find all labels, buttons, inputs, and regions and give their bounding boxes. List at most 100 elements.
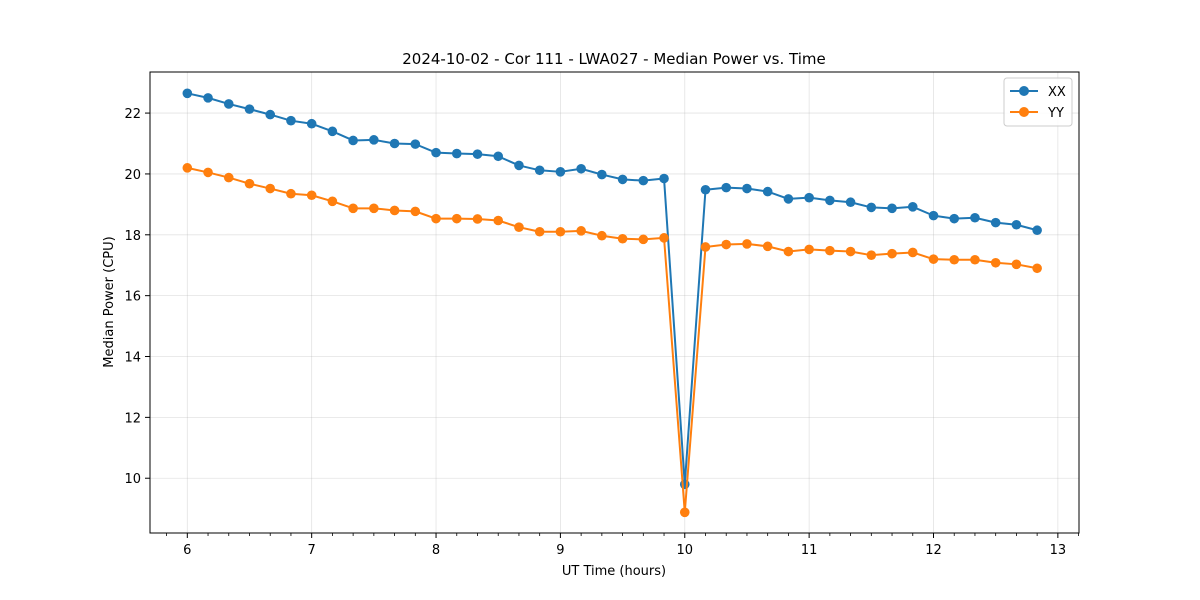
legend-marker-xx — [1019, 86, 1029, 96]
data-point-xx — [659, 173, 669, 184]
x-tick-label: 13 — [1050, 543, 1067, 558]
data-point-xx — [804, 192, 814, 203]
data-point-yy — [286, 188, 296, 199]
x-axis-title: UT Time (hours) — [562, 564, 666, 579]
data-point-yy — [223, 172, 234, 183]
data-point-xx — [1011, 219, 1022, 230]
legend-label-yy: YY — [1047, 106, 1064, 121]
data-point-yy — [244, 178, 255, 189]
x-tick-label: 12 — [925, 543, 942, 558]
data-point-xx — [887, 203, 897, 214]
data-point-yy — [638, 234, 649, 245]
data-point-yy — [721, 239, 732, 250]
data-point-xx — [223, 99, 234, 109]
data-point-xx — [451, 148, 462, 159]
data-point-yy — [555, 226, 566, 237]
data-point-yy — [369, 203, 379, 214]
data-point-xx — [244, 104, 255, 114]
data-point-yy — [265, 183, 276, 194]
axes: 6 7 8 9 10 11 12 13 10 12 14 16 18 20 22 — [124, 107, 1079, 558]
data-point-yy — [493, 215, 504, 226]
data-point-yy — [762, 241, 773, 252]
x-tick-label: 8 — [432, 543, 440, 558]
data-point-yy — [410, 206, 421, 217]
x-tick-label: 7 — [308, 543, 316, 558]
data-point-xx — [845, 197, 856, 208]
data-point-yy — [451, 213, 462, 224]
data-point-xx — [597, 169, 607, 180]
data-point-xx — [990, 217, 1001, 228]
data-point-yy — [804, 244, 814, 255]
plot-frame — [149, 71, 1080, 534]
data-point-xx — [721, 182, 732, 193]
data-point-yy — [970, 254, 980, 265]
data-point-yy — [617, 233, 628, 244]
data-point-xx — [472, 149, 483, 159]
data-point-xx — [700, 184, 711, 195]
data-point-yy — [700, 242, 711, 252]
data-point-xx — [949, 213, 960, 224]
data-point-xx — [306, 118, 317, 129]
data-point-xx — [742, 183, 752, 194]
data-point-yy — [845, 246, 856, 257]
data-point-xx — [762, 186, 773, 197]
data-point-xx — [617, 174, 628, 185]
data-point-xx — [576, 163, 586, 174]
data-point-yy — [534, 226, 545, 237]
data-point-xx — [534, 165, 545, 176]
data-point-yy — [1032, 263, 1042, 274]
x-tick-label: 6 — [183, 543, 191, 558]
y-tick-label: 20 — [124, 168, 141, 183]
data-point-yy — [389, 205, 400, 216]
data-point-xx — [389, 138, 400, 149]
data-point-xx — [514, 160, 524, 171]
data-point-yy — [825, 245, 835, 256]
data-point-yy — [431, 213, 441, 224]
data-point-yy — [659, 233, 669, 243]
data-point-yy — [306, 190, 317, 201]
data-point-yy — [348, 203, 358, 214]
data-point-yy — [679, 507, 690, 518]
y-tick-label: 14 — [124, 351, 141, 366]
data-point-xx — [369, 135, 379, 145]
data-point-yy — [472, 214, 483, 224]
chart-title: 2024-10-02 - Cor 111 - LWA027 - Median P… — [402, 50, 826, 68]
data-point-yy — [783, 246, 794, 257]
data-point-yy — [866, 250, 877, 260]
data-point-yy — [887, 248, 897, 259]
y-tick-label: 16 — [124, 290, 141, 305]
legend-label-xx: XX — [1048, 85, 1066, 100]
data-point-xx — [825, 195, 835, 206]
data-point-xx — [638, 175, 649, 186]
data-point-xx — [866, 202, 877, 213]
data-point-yy — [949, 254, 960, 265]
data-point-xx — [327, 126, 338, 137]
legend: XX YY — [1003, 77, 1073, 127]
data-point-yy — [576, 226, 586, 236]
data-point-yy — [928, 254, 939, 264]
legend-marker-yy — [1019, 107, 1029, 117]
x-tick-label: 10 — [676, 543, 693, 558]
data-point-yy — [514, 222, 524, 232]
y-tick-label: 10 — [124, 472, 141, 487]
data-point-xx — [555, 167, 566, 177]
x-tick-label: 11 — [801, 543, 818, 558]
y-tick-label: 12 — [124, 411, 141, 426]
data-point-xx — [928, 210, 939, 221]
data-point-xx — [410, 139, 421, 149]
data-point-xx — [203, 93, 213, 103]
data-point-yy — [203, 167, 213, 178]
data-point-xx — [182, 88, 193, 99]
data-point-yy — [742, 239, 752, 249]
data-point-xx — [348, 135, 358, 146]
data-point-xx — [431, 147, 441, 158]
data-point-xx — [265, 109, 276, 120]
data-point-xx — [286, 115, 296, 126]
x-tick-label: 9 — [556, 543, 564, 558]
data-point-yy — [1011, 259, 1022, 270]
y-tick-label: 18 — [124, 229, 141, 244]
data-point-xx — [907, 202, 918, 212]
data-point-xx — [1032, 225, 1042, 236]
